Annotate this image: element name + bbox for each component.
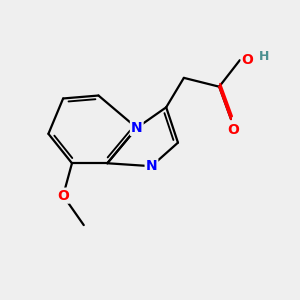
Text: H: H <box>259 50 269 63</box>
Text: N: N <box>146 159 157 173</box>
Text: O: O <box>227 124 239 137</box>
Text: N: N <box>131 121 142 135</box>
Text: O: O <box>241 53 253 67</box>
Text: O: O <box>57 189 69 202</box>
